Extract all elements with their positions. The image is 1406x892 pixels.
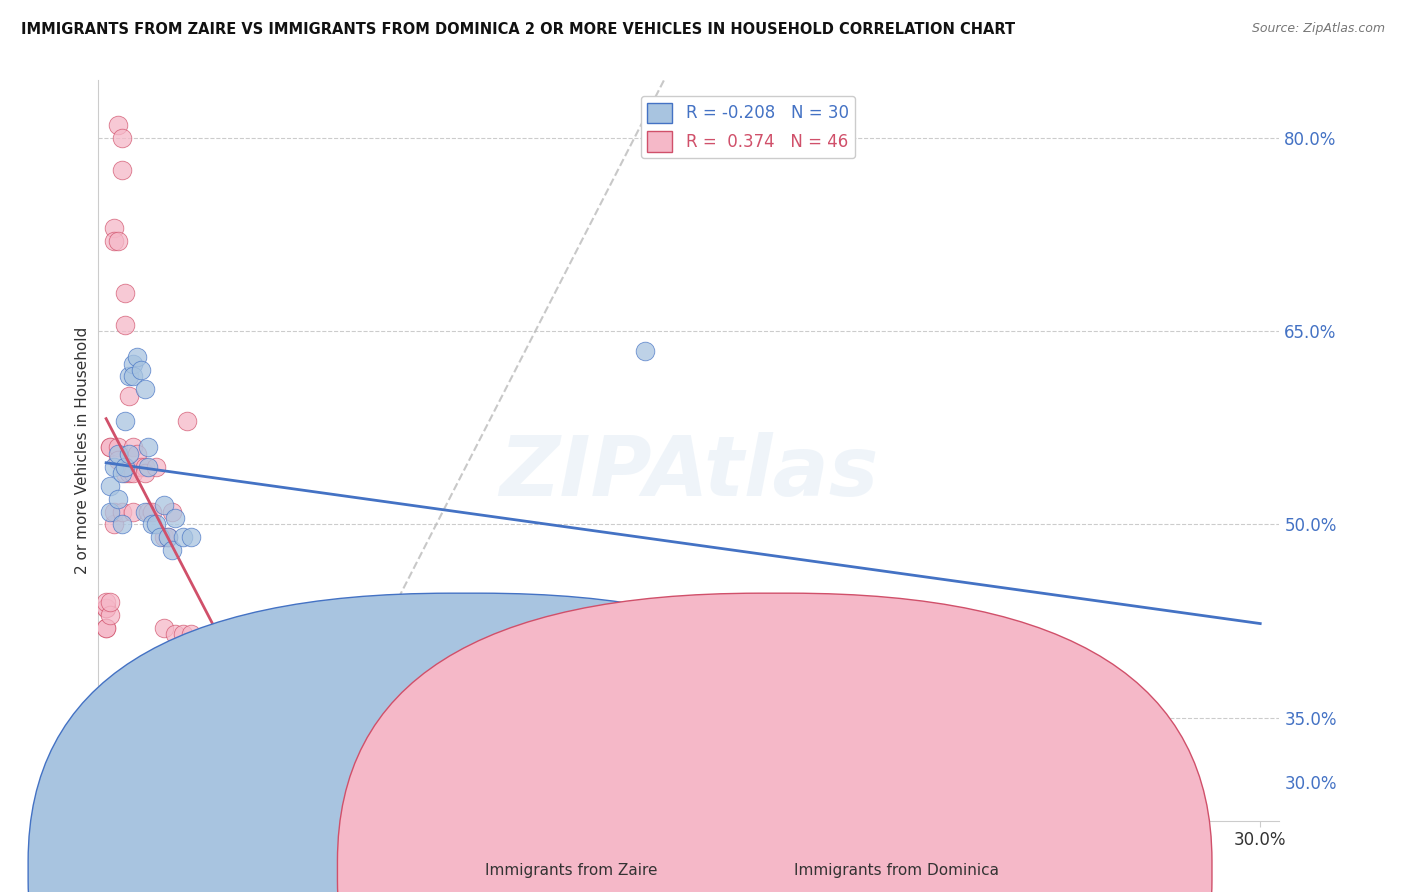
Point [98,505,121,519]
Text: Immigrants from Dominica: Immigrants from Dominica [794,863,1000,878]
Point [114,466,136,480]
Point [94,595,117,609]
Point [114,459,136,474]
Point [110,517,132,532]
Point [176,415,198,429]
Point [156,530,179,544]
Point [129,459,152,474]
Point [149,530,172,544]
Point [141,505,163,519]
Point [107,453,129,467]
Point [134,466,156,480]
Point [153,620,176,634]
Point [153,498,176,512]
Point [107,447,129,461]
Point [98,440,121,454]
Point [145,517,167,532]
Point [156,530,179,544]
Point [160,543,183,558]
Point [107,119,129,133]
Point [94,620,117,634]
Point [180,627,202,641]
Point [202,711,225,725]
Point [114,285,136,300]
Point [98,479,121,493]
Point [134,505,156,519]
Point [634,343,657,358]
Text: Source: ZipAtlas.com: Source: ZipAtlas.com [1251,22,1385,36]
Point [122,369,145,384]
Point [107,491,129,506]
Point [141,517,163,532]
Point [110,466,132,480]
Point [98,440,121,454]
Text: ZIPAtlas: ZIPAtlas [499,432,879,513]
Point [107,234,129,248]
Point [134,459,156,474]
Point [118,466,141,480]
Point [145,459,167,474]
Point [138,459,160,474]
Point [941,672,963,686]
Point [122,357,145,371]
Point [180,530,202,544]
Point [114,415,136,429]
Point [165,511,187,525]
Point [103,234,125,248]
Point [129,363,152,377]
Point [118,369,141,384]
Point [125,350,148,364]
Point [114,459,136,474]
Point [103,517,125,532]
Point [118,389,141,403]
Point [138,440,160,454]
Point [134,382,156,396]
Point [122,440,145,454]
Point [118,447,141,461]
Point [138,505,160,519]
Point [98,595,121,609]
Y-axis label: 2 or more Vehicles in Household: 2 or more Vehicles in Household [75,326,90,574]
Text: IMMIGRANTS FROM ZAIRE VS IMMIGRANTS FROM DOMINICA 2 OR MORE VEHICLES IN HOUSEHOL: IMMIGRANTS FROM ZAIRE VS IMMIGRANTS FROM… [21,22,1015,37]
Point [98,607,121,622]
Point [103,221,125,235]
Point [107,440,129,454]
Point [94,620,117,634]
Point [172,530,194,544]
Point [165,627,187,641]
Legend: R = -0.208   N = 30, R =  0.374   N = 46: R = -0.208 N = 30, R = 0.374 N = 46 [641,96,855,159]
Point [103,459,125,474]
Point [94,601,117,615]
Point [122,466,145,480]
Text: Immigrants from Zaire: Immigrants from Zaire [485,863,658,878]
Point [110,505,132,519]
Point [110,131,132,145]
Point [103,505,125,519]
Point [94,601,117,615]
Point [211,704,233,718]
Point [110,163,132,178]
Point [122,505,145,519]
Point [172,627,194,641]
Point [125,447,148,461]
Point [153,530,176,544]
Point [160,505,183,519]
Point [114,318,136,332]
